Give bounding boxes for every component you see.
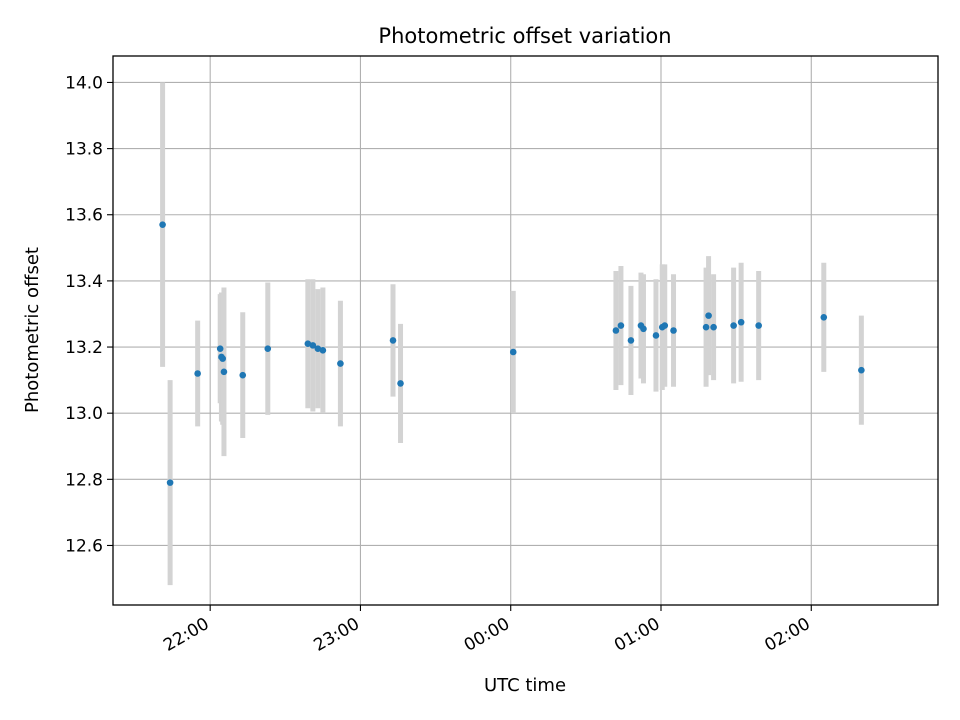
data-point (219, 355, 226, 362)
data-point (617, 322, 625, 329)
data-point (670, 327, 677, 334)
data-point (737, 318, 745, 326)
y-tick-label: 13.0 (65, 404, 103, 424)
data-point (319, 347, 327, 354)
data-point (640, 325, 647, 333)
y-axis-title: Photometric offset (22, 247, 43, 413)
data-point (304, 340, 312, 348)
data-point (705, 312, 712, 319)
data-point (239, 371, 247, 379)
data-point (702, 323, 710, 331)
data-point (159, 221, 166, 228)
data-point (220, 368, 228, 376)
y-tick-label: 13.2 (65, 338, 103, 358)
data-point (652, 332, 660, 339)
data-point (612, 327, 620, 334)
data-point (661, 322, 669, 329)
data-point (730, 322, 737, 329)
y-tick-label: 13.8 (65, 140, 103, 160)
plot-frame (112, 55, 939, 606)
data-point (627, 337, 635, 344)
data-point (710, 323, 717, 331)
data-points (159, 221, 865, 486)
data-point (264, 345, 272, 352)
chart-title: Photometric offset variation (378, 24, 671, 48)
y-tick-label: 13.6 (65, 206, 103, 226)
data-point (309, 342, 317, 349)
data-point (337, 360, 344, 367)
data-point (397, 380, 404, 387)
data-point (820, 313, 828, 321)
data-point (389, 337, 397, 344)
y-tick-label: 14.0 (65, 73, 103, 93)
x-axis-title: UTC time (484, 675, 566, 696)
data-point (755, 322, 762, 329)
y-tick-label: 12.6 (65, 536, 103, 556)
data-point (858, 366, 865, 374)
grid-lines (113, 56, 938, 605)
data-point (166, 479, 174, 486)
y-tick-label: 13.4 (65, 272, 103, 292)
y-axis: 12.6 12.8 13.0 13.2 13.4 13.6 13.8 14.0 (65, 73, 113, 556)
data-point (314, 345, 322, 352)
y-tick-label: 12.8 (65, 470, 103, 490)
data-point (509, 348, 517, 356)
data-point (216, 345, 224, 352)
data-point (194, 370, 201, 377)
